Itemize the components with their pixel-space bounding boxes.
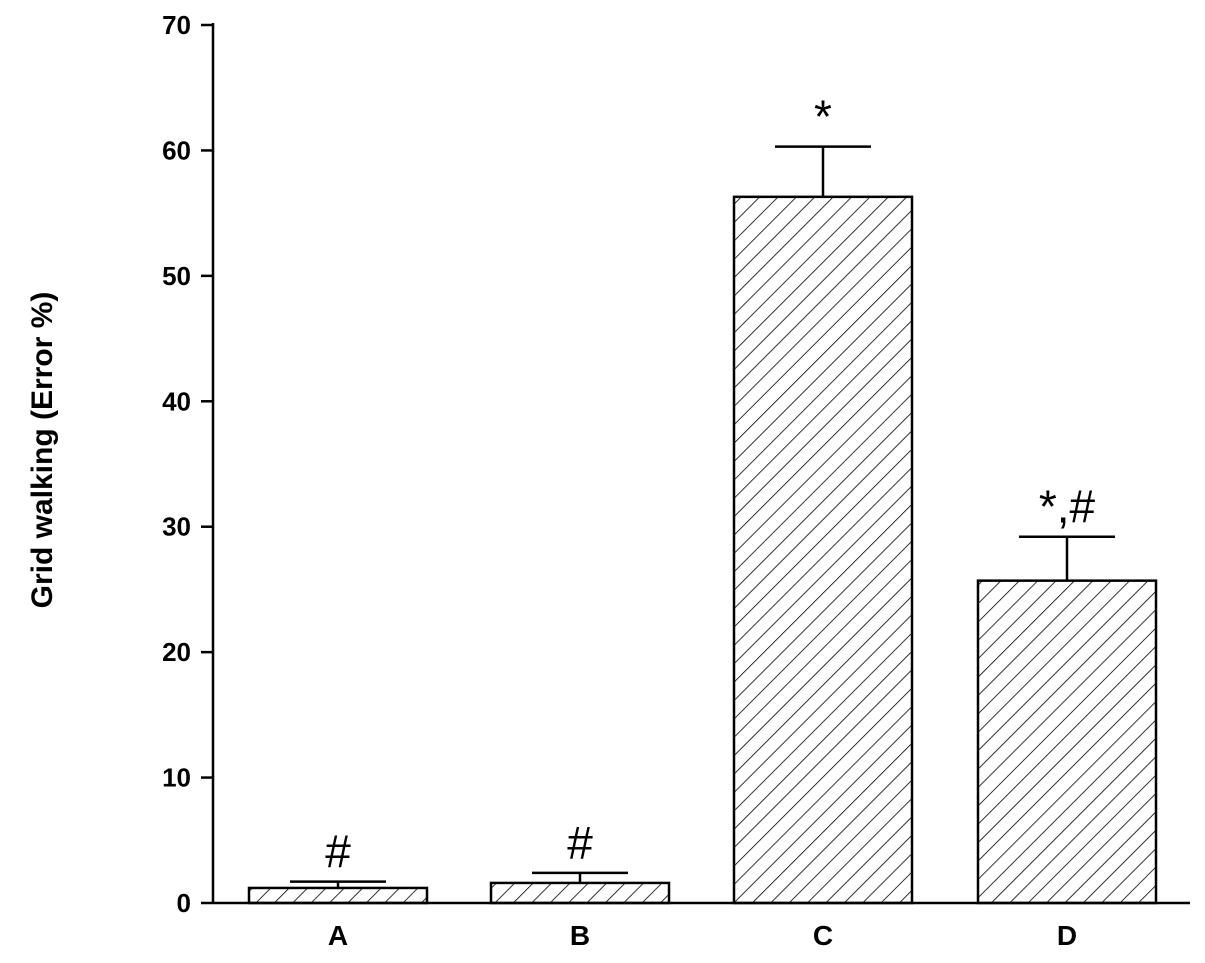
bar-group: *,# xyxy=(976,481,1158,905)
x-category-label: A xyxy=(328,920,348,951)
y-tick-label: 60 xyxy=(162,135,191,165)
significance-marker: *,# xyxy=(1039,481,1096,533)
x-axis-labels: A B C D xyxy=(328,920,1077,951)
bar-group: # xyxy=(247,826,429,905)
y-tick-label: 40 xyxy=(162,386,191,416)
y-tick-label: 30 xyxy=(162,512,191,542)
bar-a xyxy=(247,886,429,905)
x-category-label: B xyxy=(570,920,590,951)
bar-b xyxy=(489,881,671,905)
significance-marker: * xyxy=(814,91,832,143)
x-category-label: C xyxy=(813,920,833,951)
x-category-label: D xyxy=(1057,920,1077,951)
bar-group: # xyxy=(489,817,671,905)
y-axis-title: Grid walking (Error %) xyxy=(26,292,59,609)
bar-d xyxy=(976,579,1158,905)
y-axis-ticks: 0 10 20 30 40 50 60 70 xyxy=(162,10,213,918)
bar-c xyxy=(732,195,914,905)
y-tick-label: 10 xyxy=(162,763,191,793)
y-tick-label: 0 xyxy=(177,888,191,918)
y-tick-label: 20 xyxy=(162,637,191,667)
bars: # # * *,# xyxy=(247,91,1158,905)
bar-group: * xyxy=(732,91,914,905)
significance-marker: # xyxy=(567,817,593,869)
y-tick-label: 70 xyxy=(162,10,191,40)
significance-marker: # xyxy=(325,826,351,878)
y-tick-label: 50 xyxy=(162,261,191,291)
